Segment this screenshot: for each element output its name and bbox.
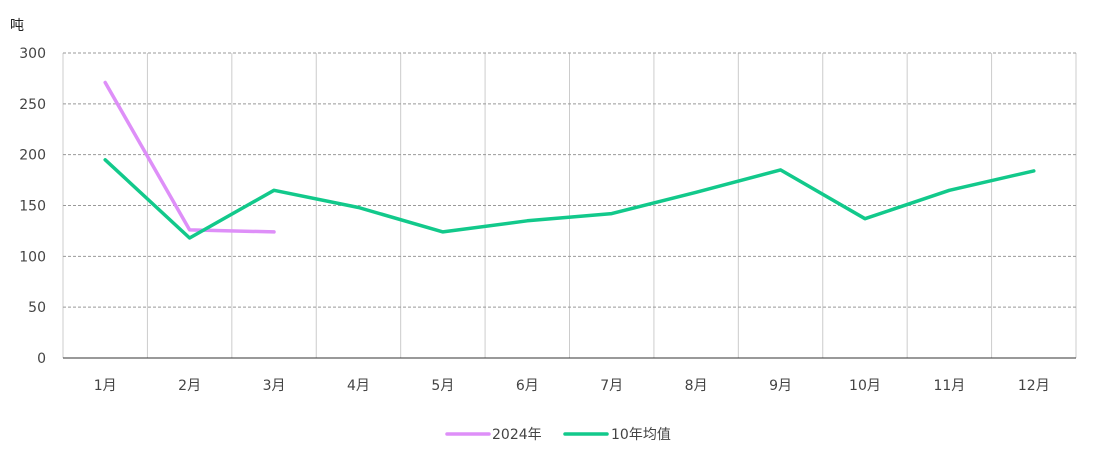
x-tick-label: 10月 xyxy=(849,378,881,394)
y-tick-label: 100 xyxy=(19,249,46,265)
x-tick-label: 1月 xyxy=(94,378,117,394)
y-tick-label: 0 xyxy=(37,351,46,367)
x-tick-label: 6月 xyxy=(516,378,539,394)
y-axis-ticks: 0 50 100 150 200 250 300 xyxy=(19,46,46,367)
x-tick-label: 5月 xyxy=(431,378,454,394)
legend-label: 10年均值 xyxy=(611,427,671,443)
x-tick-label: 8月 xyxy=(685,378,708,394)
y-axis-unit-label: 吨 xyxy=(10,18,24,34)
y-tick-label: 250 xyxy=(19,97,46,113)
series-line-1 xyxy=(103,80,276,234)
x-tick-label: 9月 xyxy=(769,378,792,394)
x-tick-label: 7月 xyxy=(600,378,623,394)
series-line-2 xyxy=(103,158,1036,240)
x-tick-label: 12月 xyxy=(1018,378,1050,394)
y-tick-label: 300 xyxy=(19,46,46,62)
x-tick-label: 3月 xyxy=(263,378,286,394)
legend[interactable]: 2024年 10年均值 xyxy=(445,427,671,443)
series-lines xyxy=(103,80,1036,240)
y-tick-label: 150 xyxy=(19,199,46,215)
legend-item[interactable]: 2024年 xyxy=(445,427,542,443)
x-tick-label: 2月 xyxy=(178,378,201,394)
legend-item[interactable]: 10年均值 xyxy=(563,427,671,443)
x-tick-label: 4月 xyxy=(347,378,370,394)
y-tick-label: 50 xyxy=(28,300,46,316)
legend-label: 2024年 xyxy=(492,427,542,443)
x-tick-label: 11月 xyxy=(933,378,965,394)
horizontal-gridlines xyxy=(63,52,1076,308)
x-axis-ticks: 1月 2月 3月 4月 5月 6月 7月 8月 9月 10月 11月 12月 xyxy=(94,378,1050,394)
y-tick-label: 200 xyxy=(19,148,46,164)
